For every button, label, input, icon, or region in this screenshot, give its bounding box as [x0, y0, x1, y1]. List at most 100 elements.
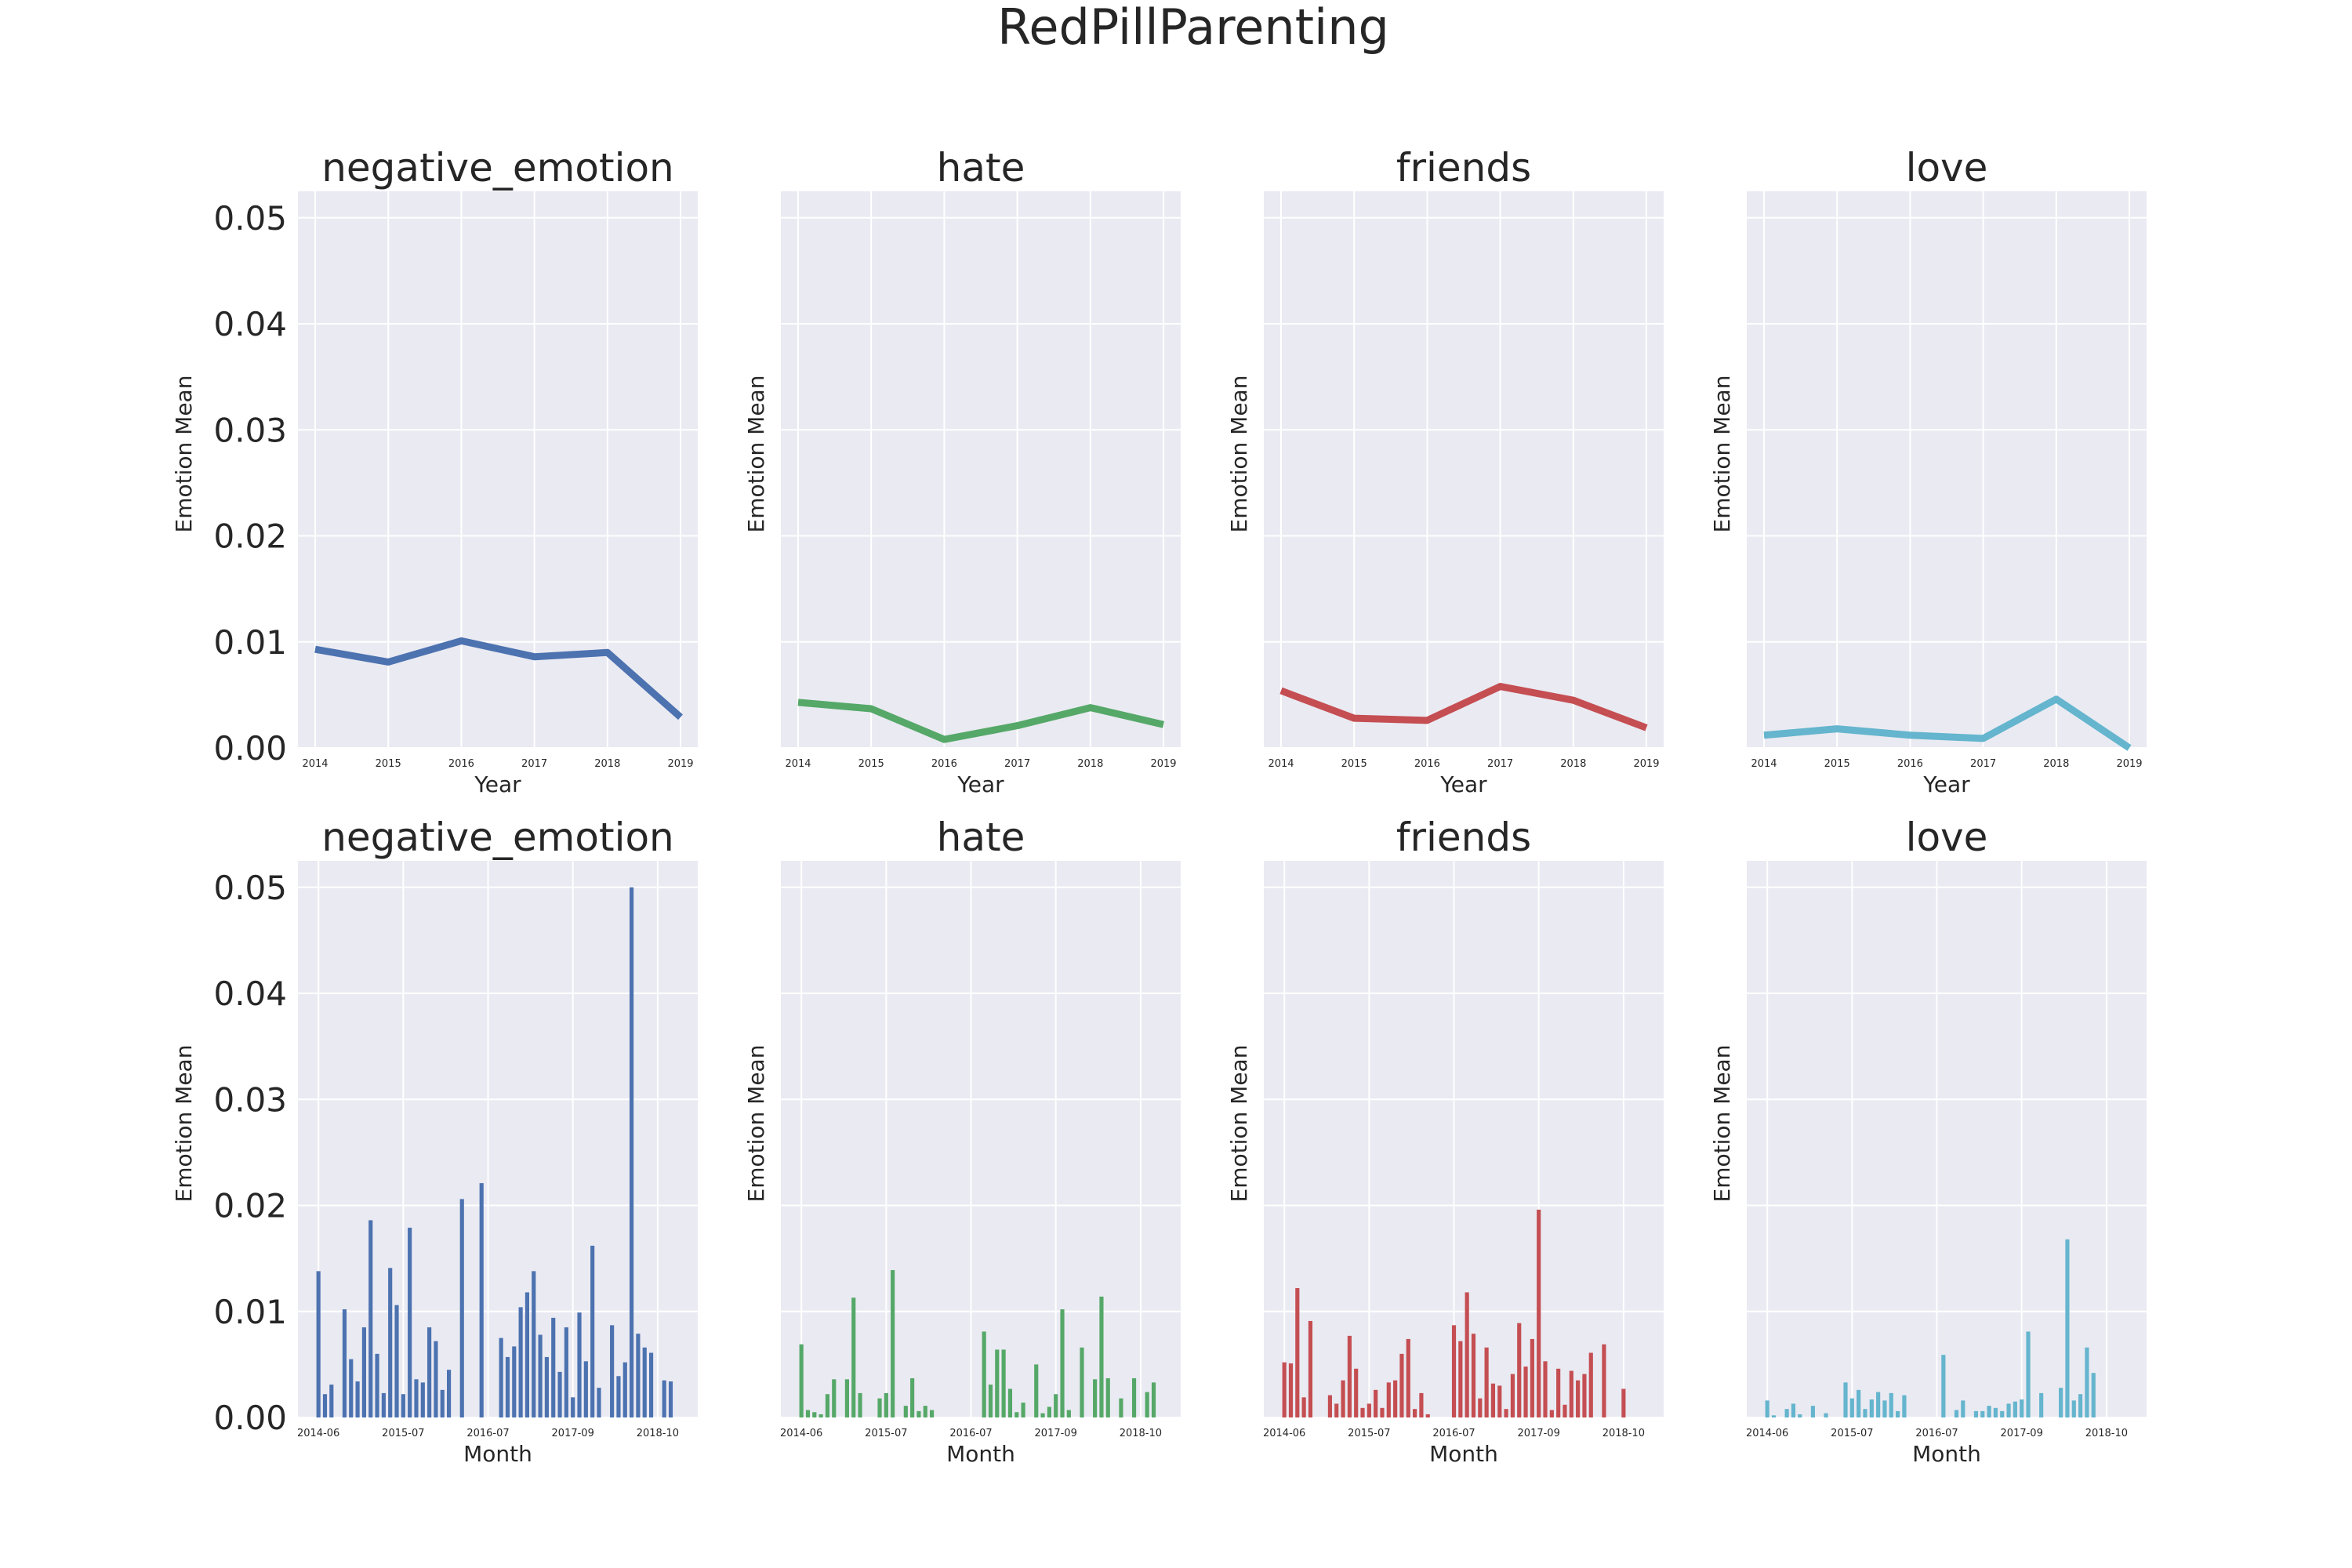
bar — [551, 1317, 556, 1417]
bar — [2020, 1399, 2024, 1417]
bar — [1295, 1288, 1300, 1417]
bar — [1843, 1382, 1848, 1417]
bar — [1857, 1389, 1861, 1417]
bar — [2000, 1410, 2005, 1417]
y-axis-label: Emotion Mean — [1709, 376, 1735, 533]
bar — [1386, 1382, 1391, 1417]
bar — [1093, 1379, 1098, 1417]
bar — [544, 1356, 549, 1417]
bar — [1889, 1392, 1893, 1417]
plot-area — [1264, 191, 1664, 748]
bar — [538, 1334, 543, 1417]
x-axis-label: Year — [474, 771, 521, 797]
bar — [571, 1397, 575, 1417]
x-tick-label: 2014 — [785, 758, 811, 770]
x-axis-label: Month — [1429, 1441, 1498, 1467]
bar — [1458, 1341, 1463, 1417]
bar — [1151, 1382, 1156, 1417]
bar — [1099, 1296, 1104, 1417]
bar — [1961, 1400, 1965, 1417]
bar — [1582, 1374, 1587, 1417]
panel-year-love: love Year Emotion Mean 2014 2015 2016 2017 2018… — [1709, 145, 2147, 797]
bar — [916, 1410, 921, 1417]
bar — [668, 1381, 673, 1417]
x-tick-label: 2014 — [1268, 758, 1294, 770]
bar — [1497, 1385, 1502, 1417]
bar — [1327, 1395, 1332, 1417]
x-tick-label: 2016-07 — [949, 1428, 992, 1439]
bar — [1047, 1406, 1051, 1417]
bar — [1902, 1395, 1907, 1417]
bar — [1987, 1406, 1991, 1417]
bar — [597, 1388, 601, 1417]
bar — [799, 1344, 804, 1417]
bar — [1490, 1383, 1496, 1417]
bar — [401, 1394, 405, 1417]
y-axis-label: Emotion Mean — [1226, 1045, 1252, 1203]
bar — [858, 1392, 862, 1417]
bar — [1576, 1380, 1581, 1417]
bar — [512, 1346, 517, 1417]
bar — [2065, 1239, 2070, 1417]
plot-area — [781, 191, 1181, 748]
y-axis-label: Emotion Mean — [171, 1045, 197, 1203]
bar — [662, 1380, 666, 1417]
bar — [1765, 1400, 1769, 1417]
bar — [1484, 1347, 1489, 1417]
x-tick-label: 2019 — [1633, 758, 1659, 770]
bar — [1791, 1403, 1796, 1417]
bar — [2006, 1403, 2011, 1417]
bar — [427, 1327, 432, 1417]
y-tick-label: 0.01 — [213, 1293, 287, 1331]
x-axis-label: Month — [946, 1441, 1015, 1467]
bar — [1354, 1368, 1359, 1417]
bar — [1471, 1334, 1476, 1417]
bar — [636, 1334, 641, 1417]
x-tick-label: 2014 — [1751, 758, 1777, 770]
bar — [1869, 1399, 1874, 1417]
bar — [1478, 1398, 1483, 1417]
panel-title: love — [1906, 145, 1988, 191]
bar — [316, 1271, 321, 1417]
bar — [1367, 1403, 1371, 1417]
panel-month-friends: friends Month Emotion Mean 2014-06 2015-07 20… — [1226, 815, 1664, 1467]
bar — [1980, 1410, 1985, 1417]
x-tick-label: 2016 — [1414, 758, 1440, 770]
y-tick-label: 0.05 — [213, 869, 287, 907]
panel-month-love: love Month Emotion Mean 2014-06 2015-07 2016-… — [1709, 815, 2147, 1467]
bar — [1863, 1409, 1867, 1417]
bar — [1282, 1362, 1287, 1417]
x-tick-label: 2015 — [376, 758, 401, 770]
panel-year-friends: friends Year Emotion Mean 2014 2015 2016 2017 2… — [1226, 145, 1664, 797]
panel-year-hate: hate Year Emotion Mean 2014 2015 2016 2017 2018… — [743, 145, 1181, 797]
bar — [877, 1398, 882, 1417]
panel-title: friends — [1396, 815, 1531, 860]
bar — [564, 1327, 568, 1417]
x-tick-label: 2014-06 — [1746, 1428, 1788, 1439]
panel-title: hate — [937, 145, 1025, 191]
bar — [2013, 1401, 2017, 1417]
bar — [622, 1362, 627, 1417]
bar — [630, 887, 634, 1417]
x-tick-label: 2014-06 — [1263, 1428, 1305, 1439]
x-tick-label: 2016 — [448, 758, 474, 770]
bar — [1399, 1353, 1404, 1417]
bar — [1080, 1347, 1084, 1417]
bar — [1530, 1338, 1534, 1417]
bar — [832, 1379, 837, 1417]
bar — [420, 1382, 425, 1417]
bar — [532, 1271, 536, 1417]
bar — [459, 1199, 464, 1417]
bar — [1301, 1397, 1306, 1417]
x-tick-label: 2017 — [1004, 758, 1030, 770]
series-line — [797, 699, 1165, 743]
bar — [1105, 1377, 1110, 1417]
plot-area — [1264, 861, 1664, 1417]
bar — [1569, 1370, 1573, 1417]
panel-month-negative-emotion: negative_emotion Month Emotion Mean 2014-06… — [171, 815, 698, 1467]
bar — [1896, 1410, 1900, 1417]
bar — [1374, 1389, 1378, 1417]
x-tick-label: 2015 — [858, 758, 884, 770]
y-tick-label: 0.04 — [213, 975, 287, 1013]
bar — [1602, 1344, 1606, 1417]
